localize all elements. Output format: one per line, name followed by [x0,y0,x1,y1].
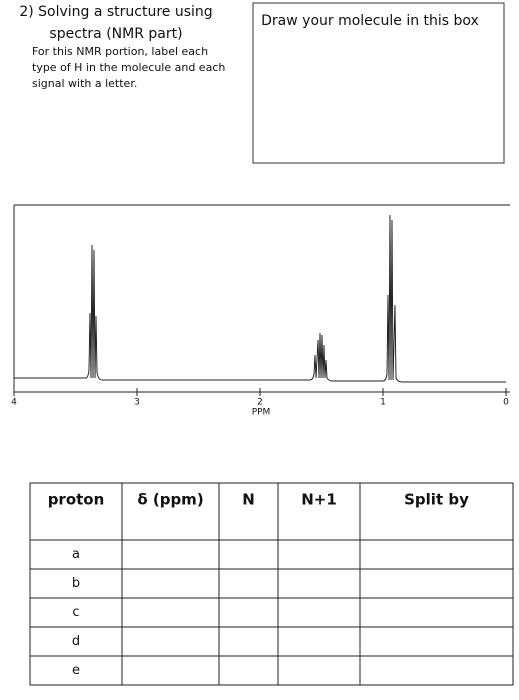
tick-label: 1 [380,398,386,408]
spectrum [13,204,510,393]
proton-label: a [72,547,80,562]
tick-label: 3 [134,398,140,408]
instruction-line: For this NMR portion, label each [32,45,208,58]
proton-label: e [72,663,80,678]
title-line: 2) Solving a structure using [19,4,212,20]
column-header: δ (ppm) [137,491,203,509]
column-header: N [242,491,255,509]
instruction-line: signal with a letter. [32,77,137,90]
column-header: N+1 [301,491,337,509]
x-axis-label: PPM [252,408,271,418]
tick-label: 2 [257,398,263,408]
tick-label: 4 [11,398,17,408]
proton-label: b [72,576,80,591]
column-header: proton [48,491,105,509]
proton-label: c [72,605,79,620]
draw-box-label: Draw your molecule in this box [261,13,479,29]
column-header: Split by [404,491,469,509]
draw-box [252,2,505,164]
instruction-line: type of H in the molecule and each [32,61,225,74]
proton-label: d [72,634,80,649]
title-line: spectra (NMR part) [49,26,182,42]
table-border [29,482,514,686]
x-ticks: 4 3 2 1 0 [11,388,509,408]
tick-label: 0 [503,398,509,408]
spectrum-trace [14,214,506,383]
